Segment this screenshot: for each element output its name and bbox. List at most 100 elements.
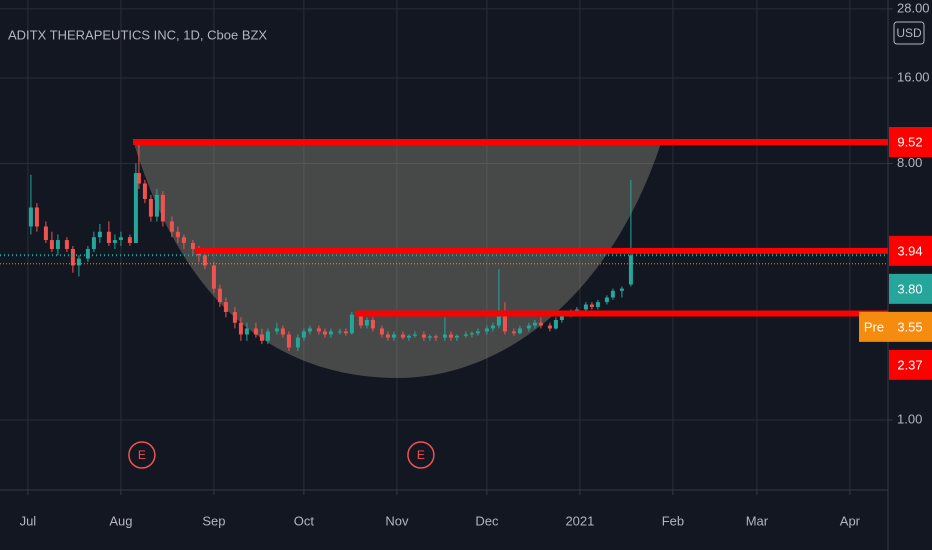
candle-body [328, 331, 333, 335]
price-label-box [889, 273, 932, 304]
cup-shape [133, 140, 662, 378]
candle-body [502, 311, 507, 332]
candle-body [223, 302, 228, 312]
candle-body [217, 288, 222, 303]
candle-body [301, 331, 306, 338]
x-tick-label: Apr [840, 513, 861, 528]
candle-body [169, 221, 174, 232]
candle-body [358, 314, 363, 326]
x-tick-label: Mar [746, 513, 769, 528]
candle-body [427, 336, 432, 338]
candle-body [70, 248, 75, 266]
candle-body [76, 258, 81, 266]
candle-body [379, 328, 384, 335]
candle-body [343, 331, 348, 334]
candle-body [454, 335, 459, 338]
candle-body [118, 237, 123, 241]
candle-body [43, 226, 48, 241]
candle-body [448, 334, 453, 338]
candle-body [619, 288, 624, 291]
x-tick-label: Nov [385, 513, 409, 528]
candle-body [175, 231, 180, 238]
event-label: E [417, 448, 425, 462]
premarket-tag-box [859, 311, 889, 342]
candle-body [490, 325, 495, 329]
candle-body [136, 173, 141, 184]
candle-body [559, 314, 564, 320]
price-label-box [889, 235, 932, 266]
event-marker [128, 441, 156, 469]
candle-body [112, 240, 117, 243]
price-label: 9.52 [897, 134, 922, 149]
candle-body [55, 240, 60, 249]
candle-body [442, 334, 447, 338]
x-tick-label: Sep [202, 513, 225, 528]
candle-body [421, 334, 426, 338]
candle-body [142, 183, 147, 199]
event-label: E [138, 448, 146, 462]
candle-body [532, 322, 537, 326]
candle-body [322, 331, 327, 335]
grid [0, 0, 888, 490]
y-tick-label: 8.00 [897, 155, 922, 170]
candle-body [280, 328, 285, 335]
candle-body [517, 328, 522, 334]
candle-body [202, 255, 207, 266]
candle-body [238, 322, 243, 335]
candle-body [475, 331, 480, 334]
candle-body [286, 334, 291, 348]
chart-title: ADITX THERAPEUTICS INC, 1D, Cboe BZX [8, 27, 267, 42]
candle-body [211, 265, 216, 289]
candle-body [265, 331, 270, 341]
candle-body [127, 237, 132, 243]
candle-body [148, 198, 153, 217]
candle-body [253, 328, 258, 335]
price-label-box [889, 349, 932, 380]
candle-body [160, 194, 165, 222]
currency: USD [896, 26, 922, 40]
candle-body [232, 311, 237, 323]
candle-body [496, 311, 501, 326]
candle-body [538, 322, 543, 326]
premarket-tag: Pre [864, 319, 884, 334]
candle-body [133, 173, 138, 243]
candle-body [406, 335, 411, 338]
x-tick-label: Jul [20, 513, 37, 528]
candle-body [385, 334, 390, 338]
x-tick-label: Oct [294, 513, 315, 528]
event-marker [407, 441, 435, 469]
candle-body [91, 237, 96, 249]
candle-body [106, 231, 111, 243]
candle-body [85, 248, 90, 259]
y-tick-label: 28.00 [897, 0, 930, 15]
price-label: 2.37 [897, 357, 922, 372]
candle-body [595, 302, 600, 307]
price-label-box [889, 311, 932, 342]
candle-body [469, 333, 474, 335]
x-tick-label: Dec [475, 513, 499, 528]
price-label: 3.94 [897, 243, 922, 258]
candle-body [604, 297, 609, 303]
candle-body [511, 331, 516, 334]
candle-body [307, 328, 312, 332]
x-tick-label: Feb [662, 513, 684, 528]
candle-body [274, 328, 279, 332]
candle-body [628, 255, 633, 285]
currency-box [893, 21, 925, 45]
candle-body [259, 334, 264, 341]
candle-body [349, 314, 354, 334]
candle-body [28, 207, 33, 227]
y-tick-label: 16.00 [897, 69, 930, 84]
candle-body [433, 336, 438, 338]
y-tick-label: 1.00 [897, 411, 922, 426]
candle-body [337, 331, 342, 333]
candle-body [526, 325, 531, 329]
candle-body [97, 231, 102, 238]
candle-body [547, 325, 552, 329]
candle-body [391, 334, 396, 338]
candle-body [463, 334, 468, 336]
candle-body [484, 328, 489, 332]
candle-body [400, 334, 405, 338]
candle-body [34, 207, 39, 227]
